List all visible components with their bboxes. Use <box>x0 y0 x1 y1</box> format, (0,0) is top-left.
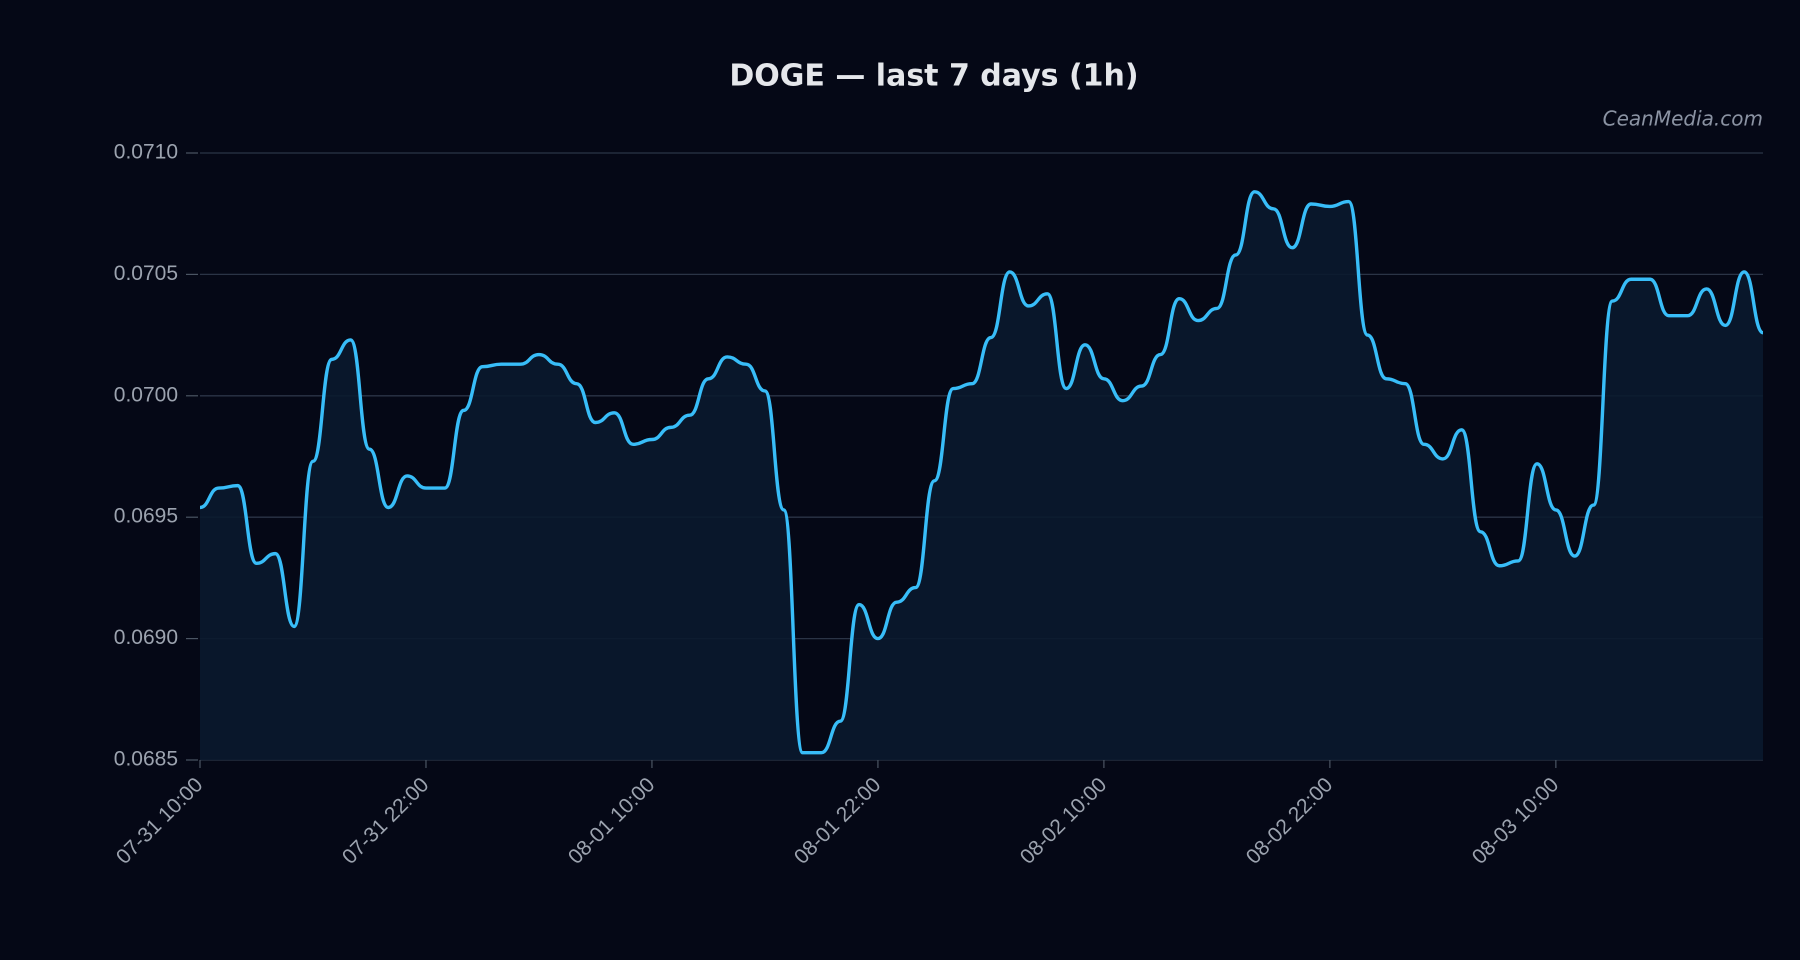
y-tick-label: 0.0710 <box>114 141 178 164</box>
price-line <box>199 190 1764 755</box>
y-tick-label: 0.0685 <box>114 748 178 771</box>
y-tick-label: 0.0690 <box>114 626 178 649</box>
chart-title: DOGE — last 7 days (1h) <box>729 59 1138 94</box>
y-tick-label: 0.0700 <box>114 383 178 406</box>
y-tick-label: 0.0705 <box>114 262 178 285</box>
area-fill <box>200 191 1763 760</box>
y-tick-label: 0.0695 <box>114 505 178 528</box>
watermark: CeanMedia.com <box>1603 107 1763 131</box>
